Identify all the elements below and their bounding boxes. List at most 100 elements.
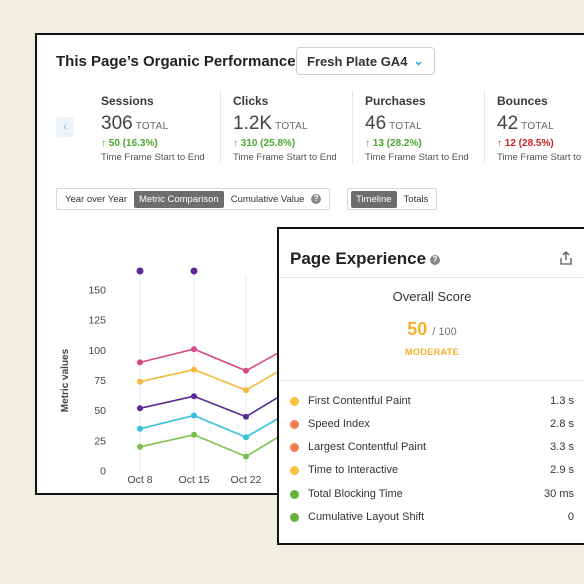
- page-title-text: This Page’s Organic Performance: [56, 53, 296, 70]
- status-dot: [290, 396, 299, 406]
- previous-metrics-button[interactable]: ‹: [56, 117, 74, 137]
- data-point: [191, 346, 197, 353]
- page-title: This Page’s Organic Performance?: [56, 53, 310, 70]
- metric-unit: TOTAL: [275, 121, 308, 132]
- status-dot: [290, 489, 299, 499]
- metric-change: ↑ 13 (28.2%): [365, 138, 422, 149]
- vital-name: First Contentful Paint: [308, 395, 411, 407]
- data-point: [243, 453, 249, 460]
- data-point: [243, 367, 249, 374]
- vital-value: 30 ms: [544, 488, 574, 500]
- vital-name: Largest Contentful Paint: [308, 441, 427, 453]
- metric-value: 42: [497, 113, 519, 134]
- y-tick-label: 75: [94, 375, 106, 387]
- toggle-timeline[interactable]: Timeline: [351, 190, 397, 208]
- series-line: [139, 424, 299, 458]
- metric-change: ↑ 310 (25.8%): [233, 138, 296, 149]
- share-icon[interactable]: [559, 251, 573, 265]
- data-point: [191, 366, 197, 373]
- data-point: [137, 443, 143, 450]
- y-tick-label: 0: [100, 466, 106, 478]
- metric-value: 306: [101, 113, 133, 134]
- metric-footnote: Time Frame Start to End: [497, 152, 584, 163]
- divider: [279, 277, 584, 278]
- metric-sessions: Sessions 306 TOTAL ↑ 50 (16.3%) Time Fram…: [89, 91, 205, 163]
- y-tick-label: 150: [88, 285, 106, 297]
- metric-purchases: Purchases 46 TOTAL ↑ 13 (28.2%) Time Fram…: [352, 91, 469, 163]
- help-icon[interactable]: ?: [430, 254, 441, 265]
- x-tick-label: Oct 8: [127, 474, 152, 486]
- y-tick-label: 25: [94, 435, 106, 447]
- metric-unit: TOTAL: [135, 121, 169, 132]
- metric-value: 46: [365, 113, 387, 134]
- vital-time-to-interactive: Time to Interactive 2.9 s: [290, 461, 574, 479]
- status-dot: [290, 419, 299, 429]
- status-dot: [290, 465, 299, 475]
- status-dot: [290, 512, 299, 522]
- data-point: [137, 378, 143, 385]
- data-point: [191, 431, 197, 438]
- data-point: [243, 413, 249, 420]
- vital-value: 3.3 s: [550, 441, 574, 453]
- score-value: 50: [407, 319, 428, 339]
- data-point: [137, 359, 143, 366]
- data-point: [191, 412, 197, 419]
- vital-speed-index: Speed Index 2.8 s: [290, 415, 574, 433]
- metric-footnote: Time Frame Start to End: [365, 152, 469, 163]
- vital-name: Cumulative Layout Shift: [308, 511, 425, 523]
- vital-total-blocking-time: Total Blocking Time 30 ms: [290, 485, 574, 503]
- metric-name: Purchases: [365, 94, 426, 108]
- metric-change: ↑ 50 (16.3%): [101, 138, 158, 149]
- comparison-toggle: Year over Year Metric Comparison Cumulat…: [56, 188, 331, 210]
- vital-cumulative-layout-shift: Cumulative Layout Shift 0: [290, 508, 574, 526]
- page-experience-title: Page Experience?: [290, 249, 441, 269]
- annotation-marker: [136, 267, 144, 275]
- series-line: [139, 406, 299, 439]
- property-select[interactable]: Fresh Plate GA4 ⌄: [296, 47, 435, 75]
- vital-value: 1.3 s: [550, 395, 574, 407]
- metric-footnote: Time Frame Start to End: [233, 152, 337, 163]
- vital-largest-contentful-paint: Largest Contentful Paint 3.3 s: [290, 438, 574, 456]
- vital-name: Speed Index: [308, 418, 370, 430]
- status-dot: [290, 442, 299, 452]
- chevron-down-icon: ⌄: [413, 54, 424, 68]
- toggle-cumulative-value-label: Cumulative Value: [230, 193, 305, 205]
- vital-name: Time to Interactive: [308, 464, 399, 476]
- metric-clicks: Clicks 1.2K TOTAL ↑ 310 (25.8%) Time Fram…: [220, 91, 337, 163]
- view-toggle: Timeline Totals: [347, 188, 438, 210]
- overall-score-label: Overall Score: [392, 289, 472, 304]
- data-point: [191, 393, 197, 400]
- score-rating: MODERATE: [404, 347, 460, 357]
- score-max: / 100: [432, 326, 457, 338]
- toggle-cumulative-value[interactable]: Cumulative Value ?: [226, 191, 326, 208]
- toggle-metric-comparison[interactable]: Metric Comparison: [133, 190, 224, 208]
- y-tick-label: 50: [94, 405, 106, 417]
- metric-change: ↑ 12 (28.5%): [497, 138, 554, 149]
- page-experience-card: Page Experience? Overall Score 50 / 100 …: [277, 227, 584, 545]
- vital-value: 2.9 s: [550, 464, 574, 476]
- toggle-totals[interactable]: Totals: [403, 193, 429, 205]
- toggle-year-over-year[interactable]: Year over Year: [65, 193, 127, 205]
- y-tick-label: 125: [88, 315, 106, 327]
- series-line: [139, 384, 299, 418]
- help-icon[interactable]: ?: [311, 193, 322, 204]
- metric-value: 1.2K: [233, 113, 273, 134]
- vital-name: Total Blocking Time: [308, 488, 403, 500]
- property-select-value: Fresh Plate GA4: [307, 53, 408, 69]
- metric-bounces: Bounces 42 TOTAL ↑ 12 (28.5%) Time Frame …: [484, 91, 584, 163]
- y-axis-label: Metric values: [60, 348, 71, 412]
- metric-name: Bounces: [497, 94, 548, 108]
- page-experience-title-text: Page Experience: [290, 249, 427, 268]
- x-tick-label: Oct 15: [179, 474, 210, 486]
- x-tick-label: Oct 22: [231, 474, 262, 486]
- data-point: [243, 387, 249, 394]
- metric-name: Clicks: [233, 94, 269, 108]
- data-point: [243, 434, 249, 441]
- overall-score: 50 / 100: [279, 319, 584, 340]
- metric-name: Sessions: [101, 94, 154, 108]
- vital-first-contentful-paint: First Contentful Paint 1.3 s: [290, 392, 574, 410]
- annotation-marker: [190, 267, 198, 275]
- metric-unit: TOTAL: [389, 121, 422, 132]
- vital-value: 2.8 s: [550, 418, 574, 430]
- data-point: [137, 405, 143, 412]
